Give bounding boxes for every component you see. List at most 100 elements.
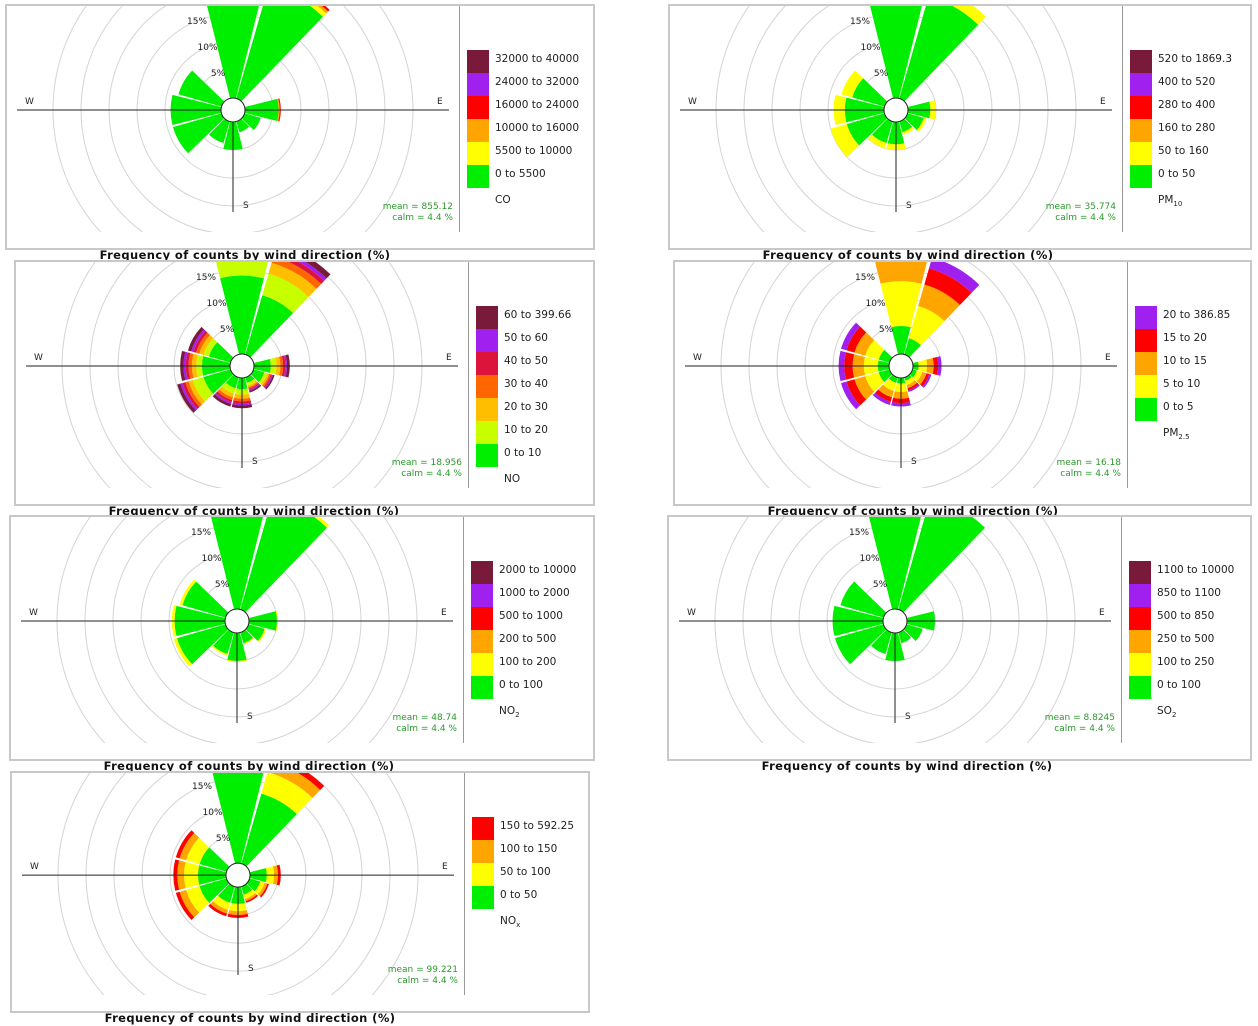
wedge-segment xyxy=(846,326,867,353)
legend-swatch xyxy=(472,863,494,886)
wedge-segment xyxy=(275,611,279,631)
legend-label: 280 to 400 xyxy=(1158,99,1216,111)
legend-item: 0 to 50 xyxy=(1130,165,1258,188)
wedge-segment xyxy=(188,380,206,405)
pollutant-label: PM2.5 xyxy=(1163,427,1190,441)
wedge-segment xyxy=(243,889,256,900)
wedge-segment xyxy=(259,883,269,898)
pollutant-label: CO xyxy=(495,194,511,206)
wedge-segment xyxy=(175,891,195,921)
wedge-segment xyxy=(245,295,294,358)
legend-item: 520 to 1869.3 xyxy=(1130,50,1258,73)
legend-item: 400 to 520 xyxy=(1130,73,1258,96)
legend-item: 20 to 30 xyxy=(476,398,606,421)
legend-label: 1000 to 2000 xyxy=(499,587,570,599)
wedge-segment xyxy=(248,381,259,389)
windrose-svg: 5%10%15%20%25%WES xyxy=(21,517,453,743)
wedge-segment xyxy=(268,262,317,297)
legend-item: 100 to 200 xyxy=(471,653,601,676)
wedge-segment xyxy=(263,374,272,388)
pollutant-subscript: 2 xyxy=(515,711,520,720)
wedge-segment xyxy=(241,883,253,895)
legend-swatch xyxy=(1130,119,1152,142)
legend-swatch xyxy=(476,421,498,444)
legend-label: 50 to 100 xyxy=(500,866,551,878)
wedge-segment xyxy=(217,389,233,401)
wedge-segment xyxy=(247,380,258,388)
wedge-segment xyxy=(904,374,912,381)
legend-item: 150 to 592.25 xyxy=(472,817,602,840)
wedge-segment xyxy=(210,901,229,914)
wedge-segment xyxy=(261,773,313,815)
radial-tick-label: 10% xyxy=(207,299,227,309)
legend-item: 850 to 1100 xyxy=(1129,584,1258,607)
wedge-segment xyxy=(179,832,200,861)
calm-stat: calm = 4.4 % xyxy=(1055,213,1116,223)
legend-item: 1100 to 10000 xyxy=(1129,561,1258,584)
wedge-segment xyxy=(905,377,915,386)
wedge-segment xyxy=(317,6,329,14)
legend-swatch xyxy=(467,165,489,188)
wedge-segment xyxy=(249,384,262,393)
pollutant-name: NO xyxy=(499,705,516,717)
legend-swatch xyxy=(467,50,489,73)
legend-item: 30 to 40 xyxy=(476,375,606,398)
wedge-segment xyxy=(212,394,232,407)
legend-label: 50 to 60 xyxy=(504,332,548,344)
legend-item: 280 to 400 xyxy=(1130,96,1258,119)
windrose-svg: 5%10%15%20%25%WES xyxy=(679,517,1111,743)
compass-west: W xyxy=(688,97,697,107)
wedge-segment xyxy=(264,374,273,389)
legend-label: 20 to 30 xyxy=(504,401,548,413)
compass-east: E xyxy=(1105,353,1111,363)
wedge-segment xyxy=(878,369,893,383)
compass-west: W xyxy=(687,608,696,618)
legend-label: 10 to 20 xyxy=(504,424,548,436)
legend-item: 1000 to 2000 xyxy=(471,584,601,607)
compass-south: S xyxy=(906,201,912,211)
radial-tick-label: 15% xyxy=(187,17,207,27)
legend-swatch xyxy=(1129,607,1151,630)
radial-tick-label: 5% xyxy=(220,325,235,335)
legend-swatch xyxy=(471,653,493,676)
pollutant-label: PM10 xyxy=(1158,194,1182,208)
wedge-segment xyxy=(191,329,206,353)
legend-item: 500 to 850 xyxy=(1129,607,1258,630)
mean-stat: mean = 8.8245 xyxy=(1044,713,1115,723)
wedge-segment xyxy=(868,134,887,149)
legend-label: 160 to 280 xyxy=(1158,122,1216,134)
legend-item: 20 to 386.85 xyxy=(1135,306,1258,329)
radial-tick-label: 10% xyxy=(860,554,880,564)
wedge-segment xyxy=(875,389,892,402)
calm-circle xyxy=(225,862,251,888)
wedge-segment xyxy=(852,78,888,107)
calm-circle xyxy=(882,608,908,634)
wedge-segment xyxy=(846,113,888,146)
legend-item: 160 to 280 xyxy=(1130,119,1258,142)
wedge-segment xyxy=(225,374,239,389)
wedge-segment xyxy=(227,659,247,663)
chart-footer-title: Frequency of counts by wind direction (%… xyxy=(108,504,400,518)
wedge-segment xyxy=(835,624,887,665)
compass-east: E xyxy=(1099,608,1105,618)
wedge-segment xyxy=(878,349,893,363)
wedge-segment xyxy=(208,342,234,363)
wedge-segment xyxy=(203,369,234,394)
legend-swatch xyxy=(471,561,493,584)
wedge-segment xyxy=(236,6,324,102)
legend-item: 24000 to 32000 xyxy=(467,73,597,96)
wedge-segment xyxy=(236,118,250,133)
radial-tick-label: 10% xyxy=(198,43,218,53)
legend-swatch xyxy=(1135,352,1157,375)
legend-item: 5500 to 10000 xyxy=(467,142,597,165)
pollutant-label: SO2 xyxy=(1157,705,1176,719)
wedge-segment xyxy=(193,330,208,353)
calm-stat: calm = 4.4 % xyxy=(401,469,462,479)
legend-item: 16000 to 24000 xyxy=(467,96,597,119)
legend-swatch xyxy=(1135,375,1157,398)
